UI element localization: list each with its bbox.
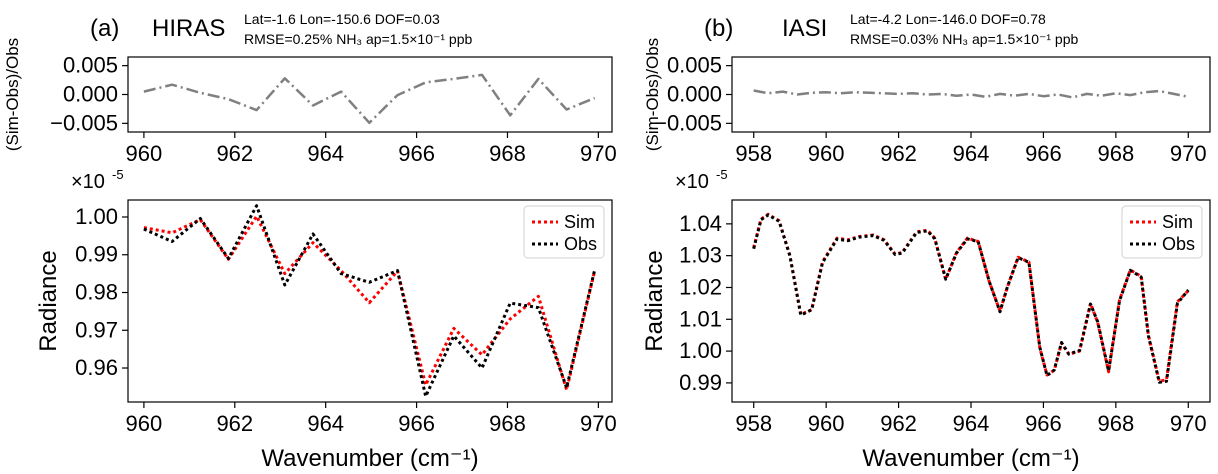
y-tick-label: 0.005 (667, 53, 722, 78)
panel-b-instrument: IASI (782, 15, 827, 42)
x-tick-label: 964 (953, 411, 990, 436)
x-tick-label: 962 (216, 141, 253, 166)
panel-b-info-line2: RMSE=0.03% NH₃ ap=1.5×10⁻¹ ppb (850, 31, 1078, 47)
y-tick-label: 1.01 (679, 306, 722, 331)
plot-a_residual: 960 962 964 966 968 970 0.005 0.000 −0.005 (Sim-O… (3, 38, 617, 166)
x-tick-label: 962 (880, 411, 917, 436)
residual-series-line (143, 73, 596, 125)
y-tick-label: 0.005 (63, 53, 118, 78)
y-tick-label: 0.97 (75, 317, 118, 342)
y-tick-label: 1.00 (679, 338, 722, 363)
panel-a-info-line1: Lat=-1.6 Lon=-150.6 DOF=0.03 (244, 11, 440, 27)
y-tick-label: 1.04 (679, 211, 722, 236)
panel-b-letter: (b) (704, 15, 733, 42)
scale-factor-label: ×10 (71, 171, 105, 193)
scale-factor-label: ×10 (675, 171, 709, 193)
x-tick-label: 958 (735, 411, 772, 436)
x-tick-label: 966 (398, 411, 435, 436)
axes-frame (127, 199, 613, 403)
x-tick-label: 962 (880, 141, 917, 166)
x-tick-label: 964 (307, 411, 344, 436)
y-tick-label: 1.03 (679, 243, 722, 268)
panel-a-letter: (a) (90, 15, 119, 42)
y-axis-label: Radiance (641, 250, 668, 351)
x-tick-label: 968 (1097, 141, 1134, 166)
panel-a-instrument: HIRAS (152, 15, 225, 42)
x-tick-label: 968 (489, 411, 526, 436)
x-tick-label: 970 (580, 141, 617, 166)
obs-series-line (143, 204, 597, 398)
y-axis-label: (Sim-Obs)/Obs (643, 38, 662, 151)
legend-label-sim: Sim (1162, 212, 1193, 232)
y-axis-label: (Sim-Obs)/Obs (3, 38, 22, 151)
x-tick-label: 960 (126, 411, 163, 436)
plot-b_residual: 958 960 962 964 966 968 970 0.005 0.000 −0.005(Si… (643, 38, 1211, 166)
y-tick-label: 0.99 (679, 370, 722, 395)
x-tick-label: 966 (398, 141, 435, 166)
sim-series-line (143, 214, 597, 392)
legend-label-sim: Sim (564, 212, 595, 232)
y-tick-label: 1.00 (75, 204, 118, 229)
plot-a_radiance: 960 962 964 966 968 970 1.00 0.99 0.98 0.97 0.96 Ra… (35, 167, 617, 472)
legend-label-obs: Obs (1162, 234, 1195, 254)
panel-a-info-line2: RMSE=0.25% NH₃ ap=1.5×10⁻¹ ppb (244, 31, 472, 47)
y-tick-label: 0.99 (75, 242, 118, 267)
x-tick-label: 960 (126, 141, 163, 166)
scale-factor-exponent: -5 (112, 167, 124, 182)
x-tick-label: 970 (580, 411, 617, 436)
x-tick-label: 966 (1025, 141, 1062, 166)
x-axis-label: Wavenumber (cm⁻¹) (261, 445, 478, 472)
y-tick-label: 1.02 (679, 274, 722, 299)
x-tick-label: 968 (1097, 411, 1134, 436)
x-tick-label: 968 (489, 141, 526, 166)
y-tick-label: 0.96 (75, 355, 118, 380)
obs-series-line (752, 213, 1190, 384)
legend-label-obs: Obs (564, 234, 597, 254)
y-tick-label: −0.005 (654, 110, 722, 135)
x-tick-label: 970 (1170, 141, 1207, 166)
residual-series-line (753, 89, 1189, 99)
x-tick-label: 964 (307, 141, 344, 166)
x-tick-label: 960 (808, 141, 845, 166)
plots-layer: 960 962 964 966 968 9700.0050.000−0.005(Sim-O… (3, 38, 1211, 472)
y-tick-label: 0.000 (667, 82, 722, 107)
sim-series-line (752, 212, 1190, 383)
x-tick-label: 964 (953, 141, 990, 166)
x-tick-label: 960 (808, 411, 845, 436)
panel-b-info-line1: Lat=-4.2 Lon=-146.0 DOF=0.78 (850, 11, 1046, 27)
x-tick-label: 958 (735, 141, 772, 166)
y-tick-label: −0.005 (50, 110, 118, 135)
x-tick-label: 966 (1025, 411, 1062, 436)
plot-b_radiance: 958 960 962 964 966 968 970 1.04 1.03 1.02 1.01 1.0… (641, 167, 1211, 472)
x-tick-label: 970 (1170, 411, 1207, 436)
x-axis-label: Wavenumber (cm⁻¹) (862, 445, 1079, 472)
x-tick-label: 962 (216, 411, 253, 436)
y-axis-label: Radiance (35, 250, 62, 351)
scale-factor-exponent: -5 (716, 167, 728, 182)
y-tick-label: 0.98 (75, 280, 118, 305)
y-tick-label: 0.000 (63, 82, 118, 107)
